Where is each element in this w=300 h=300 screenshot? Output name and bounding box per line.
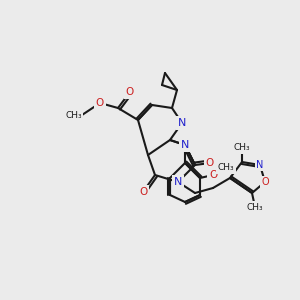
Text: N: N [174, 177, 182, 187]
Text: CH₃: CH₃ [218, 164, 234, 172]
Text: N: N [178, 118, 186, 128]
Text: CH₃: CH₃ [65, 110, 82, 119]
Text: O: O [261, 177, 269, 187]
Text: CH₃: CH₃ [247, 202, 263, 211]
Text: O: O [126, 87, 134, 97]
Text: CH₃: CH₃ [234, 143, 250, 152]
Text: N: N [256, 160, 264, 170]
Text: O: O [206, 158, 214, 168]
Text: O: O [96, 98, 104, 108]
Text: O: O [209, 170, 217, 180]
Text: O: O [139, 187, 147, 197]
Text: N: N [181, 140, 189, 150]
